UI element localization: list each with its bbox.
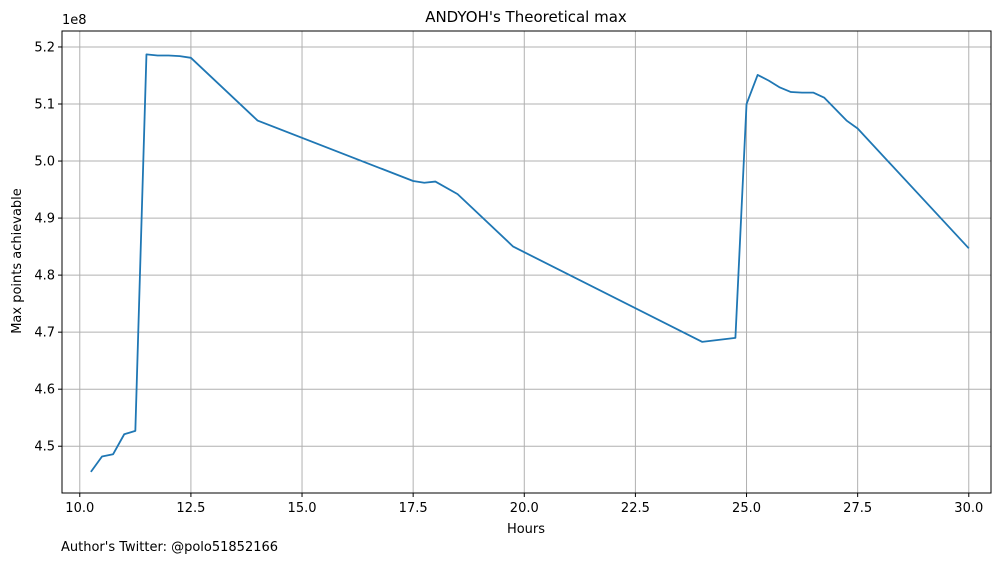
y-tick-label: 5.2 [34,40,55,55]
x-tick-label: 30.0 [954,501,983,516]
x-axis-title: Hours [507,522,545,537]
x-tick-label: 10.0 [65,501,94,516]
y-tick-label: 5.1 [34,98,55,113]
y-offset-label: 1e8 [62,13,87,28]
y-tick-label: 4.9 [34,212,55,227]
x-tick-label: 12.5 [176,501,205,516]
y-axis-title: Max points achievable [10,188,25,334]
y-tick-label: 4.7 [34,326,55,341]
y-tick-label: 4.6 [34,383,55,398]
plot-frame [61,30,992,494]
x-tick-label: 20.0 [510,501,539,516]
y-tick-label: 4.5 [34,440,55,455]
author-footer: Author's Twitter: @polo51852166 [61,540,278,555]
chart-title: ANDYOH's Theoretical max [425,8,627,26]
x-tick-label: 15.0 [288,501,317,516]
x-tick-label: 27.5 [843,501,872,516]
series-line [90,53,970,473]
x-axis: 10.0 12.5 15.0 17.5 20.0 22.5 25.0 27.5 30.0 [65,493,983,516]
x-tick-label: 25.0 [732,501,761,516]
y-axis: 4.5 4.6 4.7 4.8 4.9 5.0 5.1 5.2 [34,40,62,455]
x-tick-label: 17.5 [399,501,428,516]
grid [62,31,991,493]
y-tick-label: 5.0 [34,155,55,170]
y-tick-label: 4.8 [34,269,55,284]
x-tick-label: 22.5 [621,501,650,516]
series-layer [90,53,970,473]
